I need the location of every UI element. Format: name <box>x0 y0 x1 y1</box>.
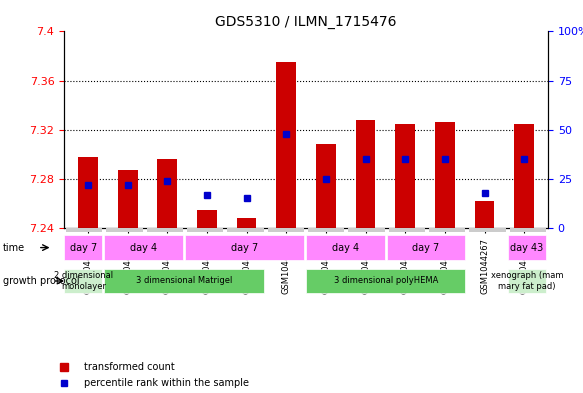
Text: xenograph (mam
mary fat pad): xenograph (mam mary fat pad) <box>491 271 563 291</box>
FancyBboxPatch shape <box>387 235 465 260</box>
FancyBboxPatch shape <box>389 228 425 232</box>
FancyBboxPatch shape <box>66 228 103 232</box>
FancyBboxPatch shape <box>508 269 546 293</box>
FancyBboxPatch shape <box>104 235 183 260</box>
Bar <box>514 123 534 228</box>
FancyBboxPatch shape <box>227 228 264 232</box>
Bar <box>78 157 98 228</box>
FancyBboxPatch shape <box>306 235 385 260</box>
FancyBboxPatch shape <box>64 269 103 293</box>
FancyBboxPatch shape <box>104 269 264 293</box>
Bar <box>118 170 138 228</box>
FancyBboxPatch shape <box>429 228 465 232</box>
Text: 3 dimensional polyHEMA: 3 dimensional polyHEMA <box>333 277 438 285</box>
Bar <box>356 120 375 228</box>
Text: 3 dimensional Matrigel: 3 dimensional Matrigel <box>136 277 232 285</box>
Text: day 7: day 7 <box>69 242 97 253</box>
Text: day 43: day 43 <box>510 242 543 253</box>
Text: transformed count: transformed count <box>84 362 175 372</box>
Bar <box>237 218 257 228</box>
Text: day 7: day 7 <box>231 242 258 253</box>
Bar <box>395 123 415 228</box>
FancyBboxPatch shape <box>147 228 183 232</box>
Text: day 4: day 4 <box>130 242 157 253</box>
Bar <box>197 209 217 228</box>
FancyBboxPatch shape <box>469 228 505 232</box>
Bar <box>157 159 177 228</box>
Text: time: time <box>3 242 25 253</box>
Text: day 4: day 4 <box>332 242 359 253</box>
Bar <box>435 122 455 228</box>
FancyBboxPatch shape <box>268 228 304 232</box>
Title: GDS5310 / ILMN_1715476: GDS5310 / ILMN_1715476 <box>215 15 397 29</box>
FancyBboxPatch shape <box>187 228 223 232</box>
FancyBboxPatch shape <box>107 228 143 232</box>
FancyBboxPatch shape <box>308 228 345 232</box>
Text: percentile rank within the sample: percentile rank within the sample <box>84 378 249 388</box>
FancyBboxPatch shape <box>349 228 385 232</box>
Text: day 7: day 7 <box>412 242 440 253</box>
FancyBboxPatch shape <box>306 269 465 293</box>
FancyBboxPatch shape <box>64 235 103 260</box>
Text: growth protocol: growth protocol <box>3 276 79 286</box>
FancyBboxPatch shape <box>508 235 546 260</box>
Bar <box>475 201 494 228</box>
FancyBboxPatch shape <box>185 235 304 260</box>
Bar <box>276 62 296 228</box>
Text: 2 dimensional
monolayer: 2 dimensional monolayer <box>54 271 113 291</box>
FancyBboxPatch shape <box>510 228 546 232</box>
Bar <box>316 145 336 228</box>
